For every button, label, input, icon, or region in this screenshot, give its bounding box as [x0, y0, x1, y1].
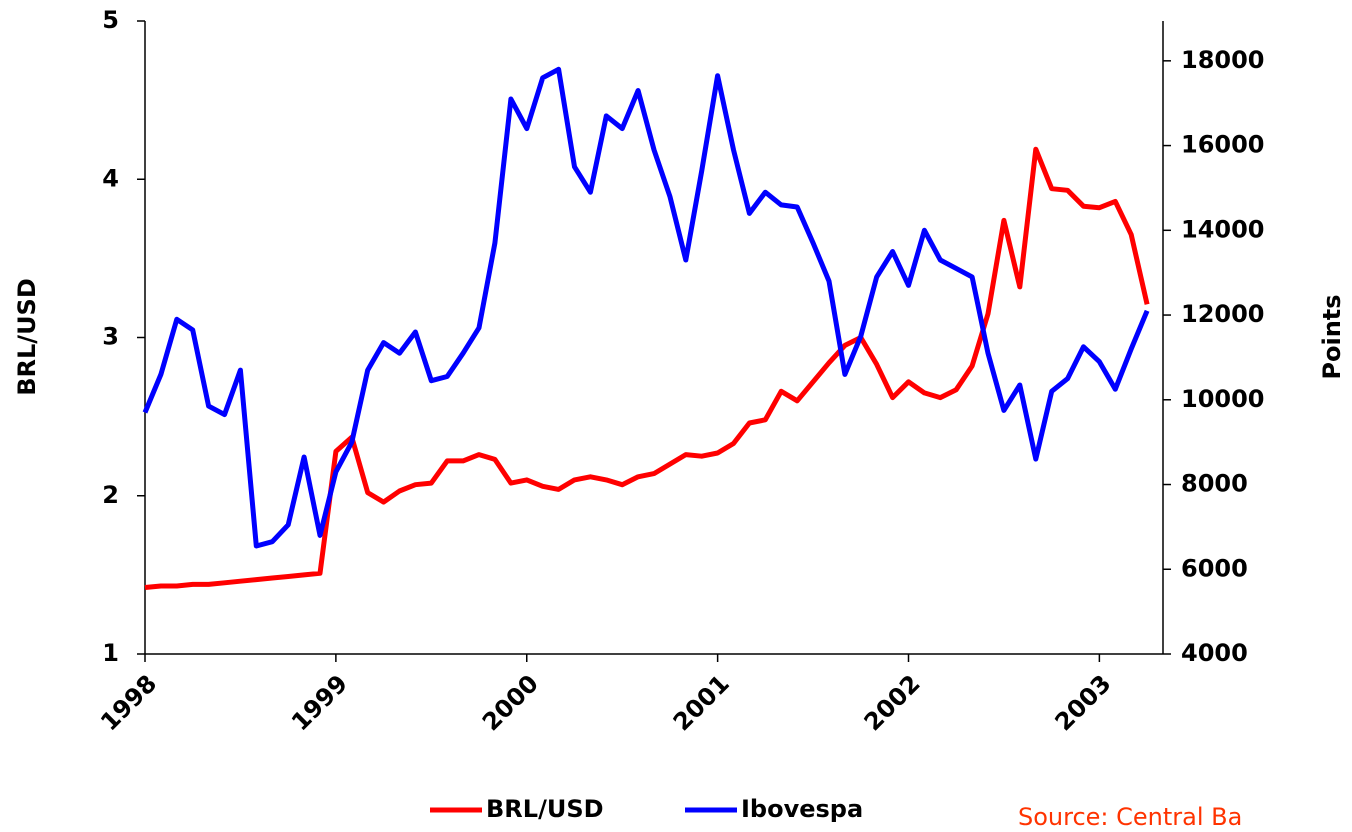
source-note: Source: Central Ba — [1018, 803, 1242, 831]
data-line — [142, 66, 1150, 549]
y2-axis-label: Points — [1318, 294, 1346, 379]
legend-label: BRL/USD — [486, 795, 604, 823]
y2-tick-label: 4000 — [1181, 639, 1248, 667]
y-tick-label: 5 — [102, 6, 119, 34]
x-tick-label: 2003 — [1050, 669, 1117, 736]
x-tick-label: 2000 — [477, 669, 544, 736]
y2-tick-label: 12000 — [1181, 300, 1265, 328]
x-tick-label: 1999 — [286, 669, 353, 736]
y2-tick-label: 16000 — [1181, 131, 1265, 159]
y-axis-label: BRL/USD — [13, 278, 41, 396]
y-tick-label: 4 — [102, 164, 119, 192]
y2-tick-label: 14000 — [1181, 215, 1265, 243]
y-tick-label: 1 — [102, 639, 119, 667]
x-tick-label: 1998 — [95, 669, 162, 736]
y-tick-label: 3 — [102, 323, 119, 351]
data-line — [144, 146, 1150, 590]
y-tick-label: 2 — [102, 481, 119, 509]
y2-tick-label: 8000 — [1181, 470, 1248, 498]
y2-tick-label: 10000 — [1181, 385, 1265, 413]
legend-label: Ibovespa — [741, 795, 863, 823]
y2-tick-label: 6000 — [1181, 554, 1248, 582]
y2-tick-label: 18000 — [1181, 46, 1265, 74]
x-tick-label: 2002 — [859, 669, 926, 736]
x-tick-label: 2001 — [668, 669, 735, 736]
